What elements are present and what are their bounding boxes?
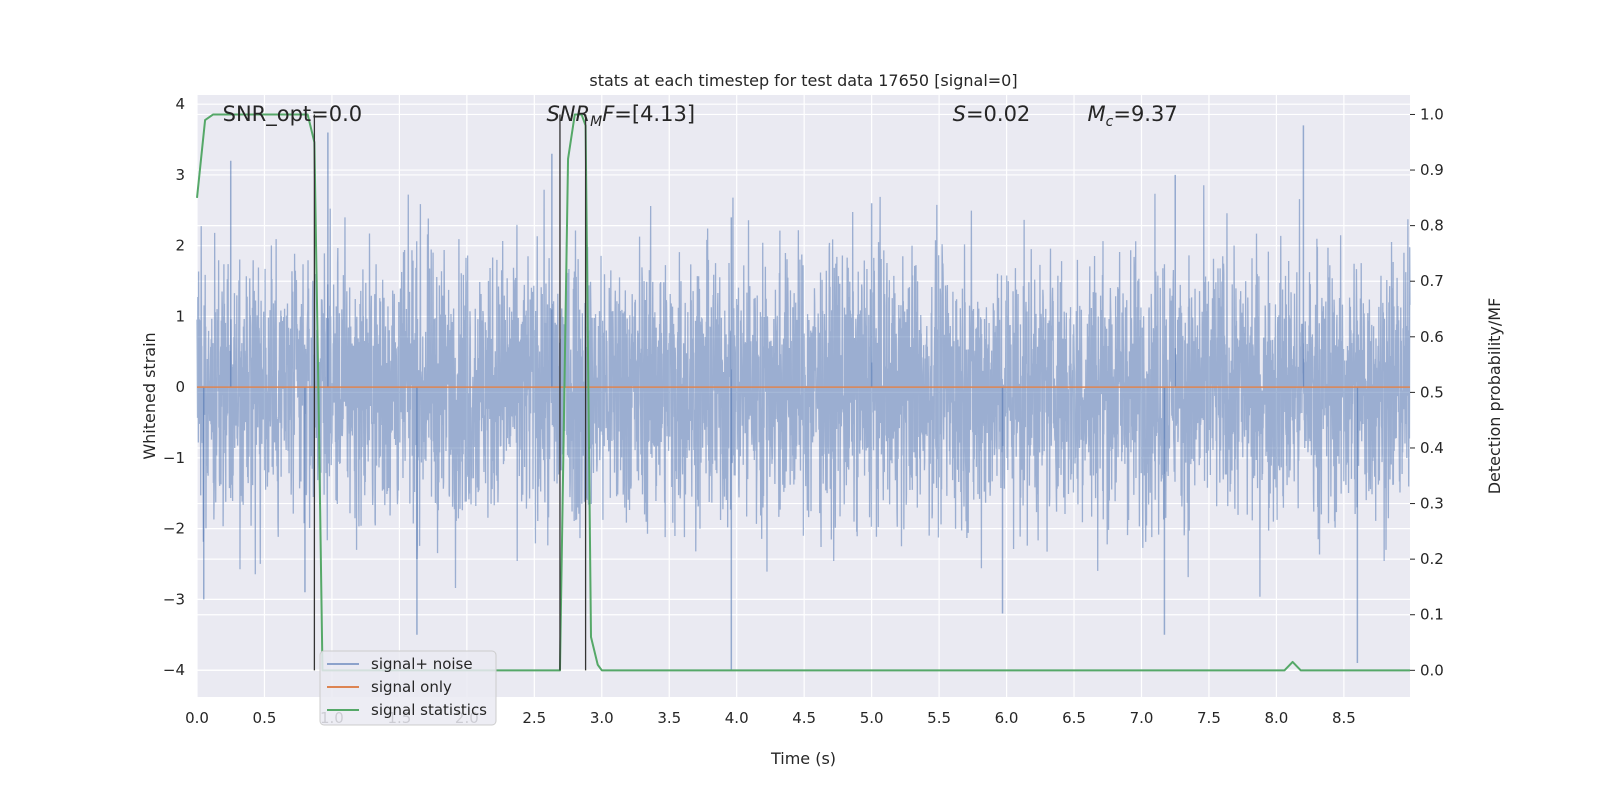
annotation-s-stat: S=0.02 — [953, 102, 1031, 126]
annotation-chirp-mass: Mc=9.37 — [1088, 102, 1178, 130]
y2-tick-label: 0.1 — [1420, 606, 1444, 624]
y2-axis-label: Detection probability/MF — [1485, 298, 1504, 495]
x-tick-label: 5.0 — [860, 709, 884, 727]
y2-tick-label: 1.0 — [1420, 105, 1444, 123]
x-tick-label: 4.0 — [725, 709, 749, 727]
x-axis-label: Time (s) — [770, 749, 836, 768]
annotation-layer: SNR_opt=0.0 SNRMF=[4.13] S=0.02 Mc=9.37 — [223, 102, 1178, 130]
y-tick-label: 2 — [175, 237, 185, 255]
y-tick-label: −1 — [163, 449, 185, 467]
annotation-snr-mf: SNRMF=[4.13] — [546, 102, 695, 130]
x-tick-label: 6.5 — [1062, 709, 1086, 727]
x-tick-label: 8.5 — [1332, 709, 1356, 727]
y-tick-label: 0 — [175, 378, 185, 396]
y2-tick-label: 0.8 — [1420, 217, 1444, 235]
x-tick-label: 2.5 — [522, 709, 546, 727]
y-tick-label: −2 — [163, 520, 185, 538]
y-tick-label: −4 — [163, 661, 185, 679]
x-tick-label: 0.5 — [253, 709, 277, 727]
x-tick-label: 6.0 — [995, 709, 1019, 727]
y-tick-label: −3 — [163, 590, 185, 608]
y-tick-label: 1 — [175, 307, 185, 325]
y2-tick-label: 0.2 — [1420, 550, 1444, 568]
x-tick-label: 8.0 — [1264, 709, 1288, 727]
annotation-snr-opt: SNR_opt=0.0 — [223, 102, 363, 127]
y-tick-label: 3 — [175, 166, 185, 184]
legend-label-signal-only: signal only — [371, 678, 452, 696]
y2-tick-label: 0.6 — [1420, 328, 1444, 346]
signal-noise-line — [196, 185, 1411, 597]
y2-tick-label: 0.9 — [1420, 161, 1444, 179]
legend: signal+ noise signal only signal statist… — [319, 650, 497, 726]
legend-label-signal-noise: signal+ noise — [371, 655, 473, 673]
x-tick-label: 5.5 — [927, 709, 951, 727]
chart-title: stats at each timestep for test data 176… — [589, 71, 1017, 90]
x-tick-label: 3.5 — [657, 709, 681, 727]
y2-tick-label: 0.5 — [1420, 383, 1444, 401]
y2-tick-label: 0.7 — [1420, 272, 1444, 290]
y2-tick-label: 0.3 — [1420, 495, 1444, 513]
y-tick-label: 4 — [175, 95, 185, 113]
y2-tick-label: 0.4 — [1420, 439, 1444, 457]
x-tick-label: 7.0 — [1130, 709, 1154, 727]
x-tick-label: 7.5 — [1197, 709, 1221, 727]
x-tick-label: 4.5 — [792, 709, 816, 727]
y-axis-label: Whitened strain — [140, 332, 159, 459]
x-tick-label: 0.0 — [185, 709, 209, 727]
signal-noise-trace — [196, 125, 1411, 671]
legend-box — [319, 650, 497, 726]
legend-label-signal-statistics: signal statistics — [371, 701, 487, 719]
x-tick-label: 3.0 — [590, 709, 614, 727]
vline-layer — [313, 114, 587, 671]
y2-tick-label: 0.0 — [1420, 661, 1444, 679]
